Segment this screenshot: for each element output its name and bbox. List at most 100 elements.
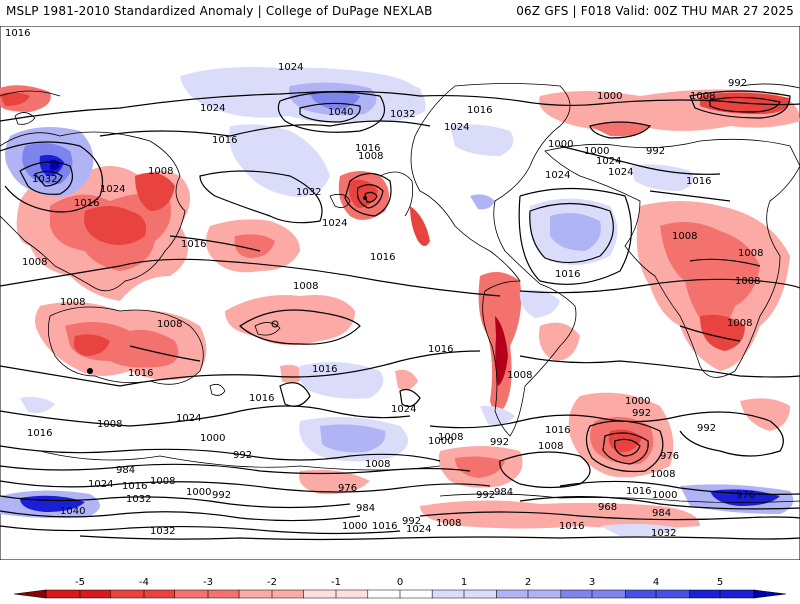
- colorbar-cell: [560, 589, 626, 599]
- isobar-label: 1008: [690, 91, 715, 102]
- colorbar-tick-labels: -5 -4 -3 -2 -1 0 1 2 3 4 5: [75, 577, 723, 598]
- pressure-centers: [87, 196, 367, 374]
- isobar-label: 992: [402, 516, 421, 527]
- isobar-label: 1008: [507, 370, 532, 381]
- isobar-label: 984: [116, 465, 135, 476]
- isobar-label: 1032: [651, 528, 676, 539]
- isobar-label: 968: [598, 502, 617, 513]
- isobar-label: 992: [728, 78, 747, 89]
- isobar-label: 976: [338, 483, 357, 494]
- colorbar-left-arrow: [13, 589, 47, 599]
- isobar-label: 992: [697, 423, 716, 434]
- isobar-label: 1016: [312, 364, 337, 375]
- isobar-label: 1040: [60, 506, 85, 517]
- isobar-label: 1032: [126, 494, 151, 505]
- isobar-label: 1008: [22, 257, 47, 268]
- colorbar-tick-label: -1: [331, 577, 341, 588]
- isobar-label: 1024: [200, 103, 225, 114]
- isobar-label: 1008: [60, 297, 85, 308]
- isobar-label: 1016: [467, 105, 492, 116]
- isobar-label: 1000: [652, 490, 677, 501]
- isobar-label: 1024: [322, 218, 347, 229]
- isobar-contours: [0, 90, 800, 541]
- isobar-label: 1016: [686, 176, 711, 187]
- isobar-label: 992: [632, 408, 651, 419]
- isobar-label: 1000: [597, 91, 622, 102]
- isobar-label: 1008: [538, 441, 563, 452]
- isobar-label: 1008: [157, 319, 182, 330]
- isobar-label: 1024: [545, 170, 570, 181]
- positive-anomaly-shading: [0, 67, 794, 537]
- isobar-label: 1032: [390, 109, 415, 120]
- isobar-label: 984: [652, 508, 671, 519]
- isobar-label: 1016: [626, 486, 651, 497]
- isobar-label: 976: [660, 451, 679, 462]
- isobar-label: 1000: [200, 433, 225, 444]
- isobar-label: 1000: [342, 521, 367, 532]
- isobar-label: 1008: [672, 231, 697, 242]
- colorbar-tick-label: 3: [589, 577, 595, 588]
- isobar-label: 1024: [176, 413, 201, 424]
- isobar-label: 992: [476, 490, 495, 501]
- isobar-label: 1000: [186, 487, 211, 498]
- isobar-label: 1000: [428, 436, 453, 447]
- isobar-label: 1024: [391, 404, 416, 415]
- isobar-label: 1016: [355, 143, 380, 154]
- isobar-label: 1032: [32, 174, 57, 185]
- isobar-label: 1016: [128, 368, 153, 379]
- map-title: MSLP 1981-2010 Standardized Anomaly | Co…: [6, 4, 433, 18]
- isobar-labels: 1024 1024 1040 1032 1016 1024 1016 1008 …: [5, 28, 763, 539]
- colorbar-tick-label: 5: [717, 577, 723, 588]
- colorbar-cell: [174, 589, 240, 599]
- isobar-label: 1008: [438, 432, 463, 443]
- isobar-label: 1016: [181, 239, 206, 250]
- isobar-label: 1016: [559, 521, 584, 532]
- colorbar-cell: [625, 589, 690, 599]
- colorbar-tick-label: 2: [525, 577, 531, 588]
- colorbar-cell: [303, 589, 369, 599]
- colorbar-tick-label: 1: [461, 577, 467, 588]
- isobar-label: 992: [212, 490, 231, 501]
- model-run-label: 06Z GFS | F018 Valid: 00Z THU MAR 27 202…: [516, 4, 794, 18]
- isobar-label: 1024: [88, 479, 113, 490]
- colorbar-right-arrow: [753, 589, 787, 599]
- colorbar-cell: [45, 589, 111, 599]
- isobar-label: 1008: [293, 281, 318, 292]
- isobar-label: 976: [736, 490, 755, 501]
- isobar-label: 1008: [738, 248, 763, 259]
- isobar-label: 1016: [5, 28, 30, 39]
- isobar-label: 1016: [545, 425, 570, 436]
- colorbar-tick-label: -5: [75, 577, 85, 588]
- colorbar-tick-label: -3: [203, 577, 213, 588]
- isobar-label: 1016: [212, 135, 237, 146]
- colorbar-tick-label: 4: [653, 577, 659, 588]
- colorbar-tick-label: 0: [397, 577, 403, 588]
- isobar-label: 1024: [278, 62, 303, 73]
- colorbar-cell: [238, 589, 304, 599]
- isobar-label: 1008: [150, 476, 175, 487]
- isobar-label: 1016: [372, 521, 397, 532]
- isobar-label: 1008: [436, 518, 461, 529]
- isobar-label: 1024: [444, 122, 469, 133]
- isobar-label: 1016: [122, 481, 147, 492]
- colorbar-svg: -5 -4 -3 -2 -1 0 1 2 3 4 5: [13, 577, 787, 599]
- isobar-label: 1008: [148, 166, 173, 177]
- isobar-label: 1024: [608, 167, 633, 178]
- isobar-label: 1000: [548, 139, 573, 150]
- isobar-label: 1008: [358, 151, 383, 162]
- isobar-label: 1016: [428, 344, 453, 355]
- anomaly-map[interactable]: 1024 1024 1040 1032 1016 1024 1016 1008 …: [0, 26, 800, 560]
- anomaly-colorbar: -5 -4 -3 -2 -1 0 1 2 3 4 5: [0, 560, 800, 600]
- isobar-label: 1024: [406, 524, 431, 535]
- coastlines: [0, 83, 800, 503]
- isobar-label: 992: [490, 437, 509, 448]
- isobar-label: 1032: [150, 526, 175, 537]
- colorbar-cell: [431, 589, 497, 599]
- isobar-label: 1016: [370, 252, 395, 263]
- isobar-label: 1016: [249, 393, 274, 404]
- isobar-label: 1008: [727, 318, 752, 329]
- isobar-label: 1016: [74, 198, 99, 209]
- isobar-label: 1032: [296, 187, 321, 198]
- isobar-label: 1024: [596, 156, 621, 167]
- isobar-label: 992: [233, 450, 252, 461]
